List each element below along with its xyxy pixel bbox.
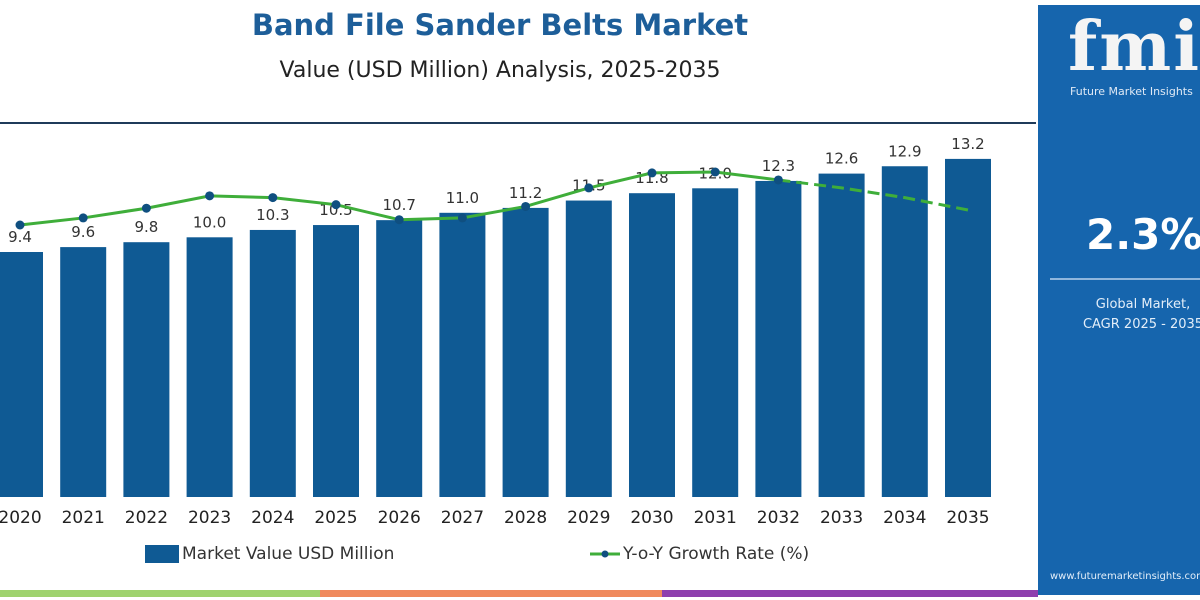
bar-2024 (249, 229, 296, 497)
bottom-strip-green (0, 590, 320, 597)
growth-marker-2031 (710, 167, 720, 177)
growth-marker-2030 (647, 168, 657, 178)
x-tick-2030: 2030 (630, 508, 673, 528)
growth-marker-2023 (205, 191, 215, 201)
data-label-2022: 9.8 (134, 218, 158, 236)
bar-2030 (629, 193, 675, 497)
x-tick-2026: 2026 (378, 508, 421, 528)
panel-divider (1050, 278, 1200, 280)
bar-2025 (313, 225, 359, 498)
fmi-logo: fmi (1068, 7, 1200, 87)
bar-2021 (60, 247, 107, 497)
legend-bar-swatch (145, 545, 179, 563)
x-tick-2028: 2028 (504, 508, 547, 528)
bar-2026 (376, 220, 423, 497)
bar-2022 (123, 242, 170, 497)
legend-line-label: Y-o-Y Growth Rate (%) (623, 544, 810, 564)
legend-line: Y-o-Y Growth Rate (%) (590, 544, 809, 564)
legend-bar-label: Market Value USD Million (182, 544, 395, 564)
logo-subtitle: Future Market Insights (1070, 85, 1193, 98)
cagr-period: CAGR 2025 - 2035 (1082, 317, 1200, 332)
cagr-label: Global Market, (1095, 297, 1191, 312)
x-tick-2020: 2020 (0, 508, 42, 528)
x-tick-2033: 2033 (820, 508, 863, 528)
x-tick-2025: 2025 (314, 508, 357, 528)
growth-marker-2021 (78, 213, 88, 223)
x-tick-2022: 2022 (125, 508, 168, 528)
bar-2027 (439, 212, 486, 498)
chart-title: Band File Sander Belts Market (251, 8, 749, 42)
growth-marker-2026 (394, 215, 404, 225)
bar-2035 (945, 158, 991, 497)
growth-marker-2025 (331, 200, 341, 210)
bar-2029 (565, 200, 612, 498)
x-tick-2035: 2035 (946, 508, 989, 528)
x-tick-2024: 2024 (251, 508, 294, 528)
bar-2031 (692, 188, 739, 498)
growth-marker-2028 (521, 201, 531, 211)
x-tick-2021: 2021 (62, 508, 105, 528)
growth-marker-2024 (268, 193, 278, 203)
bottom-strip-purple (662, 590, 1038, 597)
cagr-value: 2.3% (1086, 210, 1200, 259)
bar-2028 (502, 207, 549, 497)
title-divider (0, 122, 1036, 124)
data-label-2020: 9.4 (8, 228, 32, 246)
data-label-2032: 12.3 (762, 157, 795, 175)
bar-2032 (755, 180, 802, 497)
growth-marker-2020 (15, 220, 25, 230)
x-tick-2034: 2034 (883, 508, 926, 528)
x-tick-2031: 2031 (694, 508, 737, 528)
data-label-2028: 11.2 (509, 184, 542, 202)
growth-marker-2032 (773, 175, 783, 185)
data-label-2023: 10.0 (193, 213, 226, 231)
info-panel: fmi Future Market Insights 2.3% Global M… (1038, 5, 1200, 595)
bar-2023 (186, 237, 233, 498)
x-tick-2023: 2023 (188, 508, 231, 528)
growth-marker-2022 (141, 203, 151, 213)
bar-2034 (881, 166, 928, 497)
data-label-2034: 12.9 (888, 142, 921, 160)
data-label-2026: 10.7 (382, 196, 415, 214)
website-url: www.futuremarketinsights.com (1050, 571, 1200, 582)
data-label-2027: 11.0 (446, 189, 479, 207)
data-label-2024: 10.3 (256, 206, 289, 224)
growth-line-dashed (778, 178, 969, 212)
x-tick-2032: 2032 (757, 508, 800, 528)
x-tick-2027: 2027 (441, 508, 484, 528)
chart-subtitle: Value (USD Million) Analysis, 2025-2035 (279, 58, 721, 83)
growth-marker-2029 (584, 183, 594, 193)
data-label-2035: 13.2 (951, 135, 984, 153)
bar-2033 (818, 173, 865, 497)
x-tick-2029: 2029 (567, 508, 610, 528)
chart-area: 9.4 2020 9.6 2021 9.8 2022 10.0 2023 10.3 2024 10.… (0, 135, 991, 528)
data-label-2033: 12.6 (825, 150, 858, 168)
bottom-strip-orange (320, 590, 662, 597)
legend-bar: Market Value USD Million (145, 544, 394, 564)
growth-marker-2027 (457, 213, 467, 223)
data-label-2021: 9.6 (71, 223, 95, 241)
legend-line-swatch (590, 550, 620, 558)
bar-2020 (0, 252, 43, 497)
